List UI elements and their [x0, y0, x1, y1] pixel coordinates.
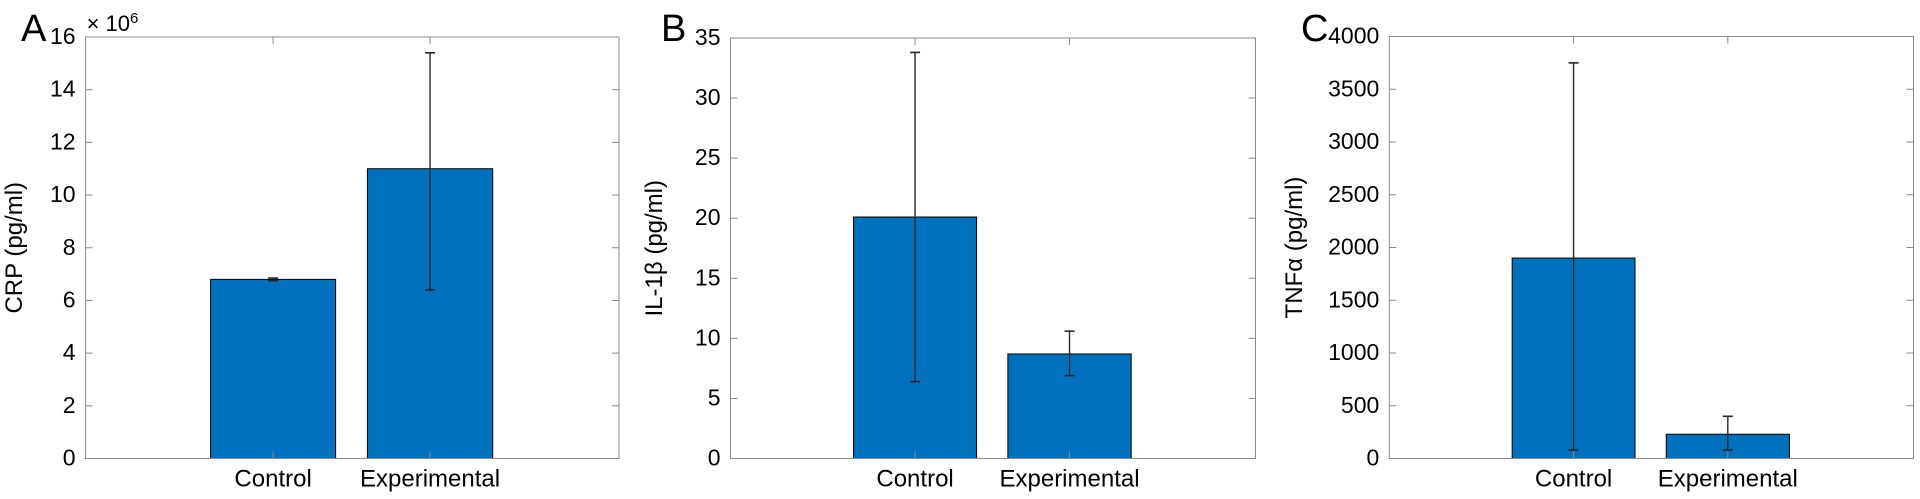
svg-text:500: 500 — [1341, 392, 1379, 418]
svg-text:0: 0 — [63, 445, 76, 471]
svg-text:10: 10 — [50, 181, 76, 207]
svg-text:30: 30 — [695, 84, 721, 110]
svg-text:16: 16 — [50, 23, 76, 49]
svg-text:12: 12 — [50, 128, 76, 154]
svg-text:35: 35 — [695, 24, 721, 50]
svg-text:0: 0 — [1367, 445, 1380, 471]
svg-text:Control: Control — [1535, 466, 1612, 493]
svg-text:B: B — [661, 8, 686, 50]
svg-text:6: 6 — [63, 286, 76, 312]
svg-text:Experimental: Experimental — [999, 466, 1139, 493]
svg-text:TNFα (pg/ml): TNFα (pg/ml) — [1281, 177, 1308, 319]
svg-text:25: 25 — [695, 144, 721, 170]
svg-text:0: 0 — [708, 445, 721, 471]
svg-text:CRP (pg/ml): CRP (pg/ml) — [1, 182, 28, 314]
svg-text:4000: 4000 — [1328, 23, 1379, 49]
svg-text:Experimental: Experimental — [1658, 466, 1798, 493]
svg-text:8: 8 — [63, 234, 76, 260]
svg-text:C: C — [1301, 8, 1328, 50]
svg-text:A: A — [21, 8, 47, 50]
svg-text:IL-1β (pg/ml): IL-1β (pg/ml) — [641, 180, 668, 317]
svg-text:Control: Control — [234, 466, 311, 493]
svg-text:3500: 3500 — [1328, 75, 1379, 101]
svg-text:1500: 1500 — [1328, 286, 1379, 312]
svg-text:15: 15 — [695, 264, 721, 290]
svg-text:5: 5 — [708, 384, 721, 410]
svg-text:Experimental: Experimental — [360, 466, 500, 493]
svg-text:2500: 2500 — [1328, 181, 1379, 207]
svg-text:2000: 2000 — [1328, 234, 1379, 260]
svg-text:14: 14 — [50, 76, 76, 102]
svg-text:2: 2 — [63, 392, 76, 418]
svg-text:1000: 1000 — [1328, 339, 1379, 365]
svg-text:3000: 3000 — [1328, 128, 1379, 154]
svg-text:20: 20 — [695, 204, 721, 230]
svg-text:4: 4 — [63, 339, 76, 365]
svg-text:Control: Control — [876, 466, 953, 493]
svg-text:10: 10 — [695, 324, 721, 350]
